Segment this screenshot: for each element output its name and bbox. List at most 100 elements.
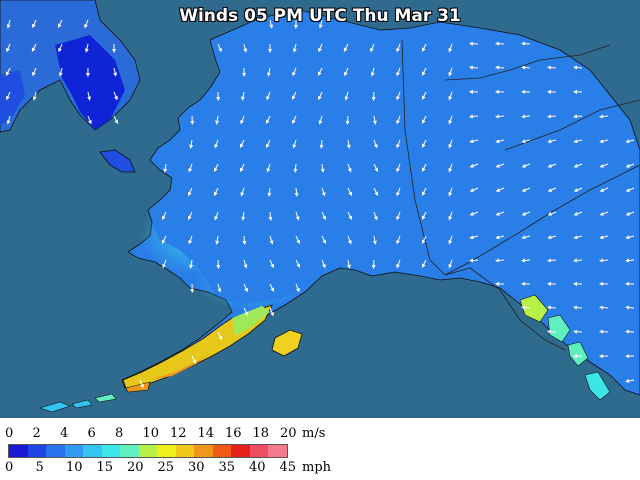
legend-ms-tick-label: 6	[87, 426, 96, 441]
wind-arrow	[294, 187, 299, 197]
wind-arrow	[269, 19, 274, 29]
wind-arrow	[268, 211, 273, 221]
legend-ms-unit: m/s	[302, 426, 326, 441]
legend-mph-unit: mph	[302, 460, 332, 475]
wind-arrow	[347, 187, 352, 197]
wind-arrow	[421, 211, 427, 221]
wind-arrow	[6, 43, 11, 53]
wind-arrow	[241, 211, 246, 221]
legend-mph-tick-label: 35	[218, 460, 236, 475]
legend-swatch	[138, 445, 158, 457]
wind-arrow	[599, 211, 609, 216]
legend-swatch	[9, 445, 28, 457]
wind-arrow	[495, 258, 505, 263]
wind-arrow	[243, 259, 248, 269]
wind-arrow	[239, 139, 245, 149]
legend-mph-tick-label: 15	[96, 460, 114, 475]
legend-mph-tick-label: 45	[279, 460, 297, 475]
wind-arrow	[292, 139, 297, 149]
wind-arrow	[292, 67, 297, 77]
wind-arrow	[573, 305, 583, 310]
wind-arrow	[346, 139, 351, 149]
wind-arrow	[87, 115, 92, 125]
wind-arrow	[321, 235, 327, 245]
aleutian-islands	[39, 393, 117, 413]
legend-swatch	[83, 445, 102, 457]
wind-arrow	[217, 331, 223, 341]
wind-arrow	[469, 139, 479, 144]
legend-swatch	[175, 445, 195, 457]
wind-arrow	[58, 67, 63, 77]
wind-arrow	[163, 163, 168, 173]
legend-swatch	[64, 445, 84, 457]
wind-arrow	[347, 235, 352, 245]
wind-arrow	[396, 163, 401, 173]
wind-arrow	[269, 259, 274, 269]
wind-arrow	[343, 43, 349, 53]
wind-arrow	[421, 235, 427, 245]
wind-arrow	[6, 115, 11, 125]
wind-arrow	[243, 43, 248, 53]
wind-arrow	[32, 19, 37, 29]
wind-arrow	[84, 43, 89, 53]
wind-arrow	[321, 187, 326, 197]
wind-arrow	[521, 258, 531, 263]
wind-arrow	[521, 139, 531, 144]
wind-arrow	[448, 163, 453, 173]
legend-mph-tick-label: 0	[5, 460, 14, 475]
wind-arrow	[495, 235, 505, 240]
southeast-alaska-islands	[519, 294, 611, 401]
wind-arrow	[421, 259, 427, 269]
wind-arrow	[547, 235, 557, 240]
wind-arrow	[625, 235, 635, 240]
wind-arrow	[191, 355, 197, 365]
legend-ms-tick-label: 0	[5, 426, 14, 441]
wind-arrow	[599, 163, 609, 168]
wind-arrow	[448, 91, 453, 101]
wind-arrow	[57, 19, 63, 29]
wind-arrow	[599, 305, 609, 310]
legend-swatch	[249, 445, 269, 457]
wind-arrow	[241, 91, 245, 101]
wind-arrow	[469, 235, 479, 240]
wind-arrow	[217, 283, 222, 293]
wind-arrow	[396, 235, 401, 245]
wind-arrow	[214, 139, 219, 149]
wind-arrow	[448, 259, 453, 269]
legend-ms-tick-label: 14	[197, 426, 215, 441]
st-lawrence-island	[99, 149, 136, 173]
wind-arrow	[396, 139, 401, 149]
wind-arrow	[372, 115, 377, 125]
legend-swatch	[27, 445, 47, 457]
wind-arrow	[573, 65, 583, 70]
wind-arrow	[295, 235, 300, 245]
wind-arrow	[396, 259, 401, 269]
wind-arrow	[448, 235, 453, 245]
legend-colorbar	[8, 444, 288, 458]
wind-arrow	[396, 115, 401, 125]
legend-ms-tick-label: 20	[280, 426, 297, 441]
wind-arrow	[214, 187, 219, 197]
wind-arrow	[113, 115, 119, 125]
legend-mph-tick-label: 40	[249, 460, 266, 475]
wind-arrow	[599, 258, 609, 263]
wind-arrow	[547, 211, 557, 216]
wind-arrow	[188, 187, 193, 197]
wind-arrow	[625, 187, 635, 192]
legend-swatch	[157, 445, 176, 457]
wind-arrow	[347, 163, 352, 173]
wind-arrow	[318, 43, 323, 53]
wind-arrow	[266, 163, 271, 173]
legend-ms-tick-label: 12	[170, 426, 187, 441]
wind-arrow	[625, 139, 635, 144]
wind-arrow	[344, 67, 349, 77]
wind-arrow	[469, 163, 479, 168]
wind-arrow	[295, 211, 300, 221]
wind-arrow	[32, 67, 37, 77]
wind-arrow	[318, 19, 323, 29]
wind-arrow	[188, 235, 193, 245]
wind-arrow	[5, 67, 11, 77]
wind-arrow	[320, 163, 325, 173]
wind-arrow	[469, 258, 479, 263]
wind-arrow	[396, 211, 401, 221]
